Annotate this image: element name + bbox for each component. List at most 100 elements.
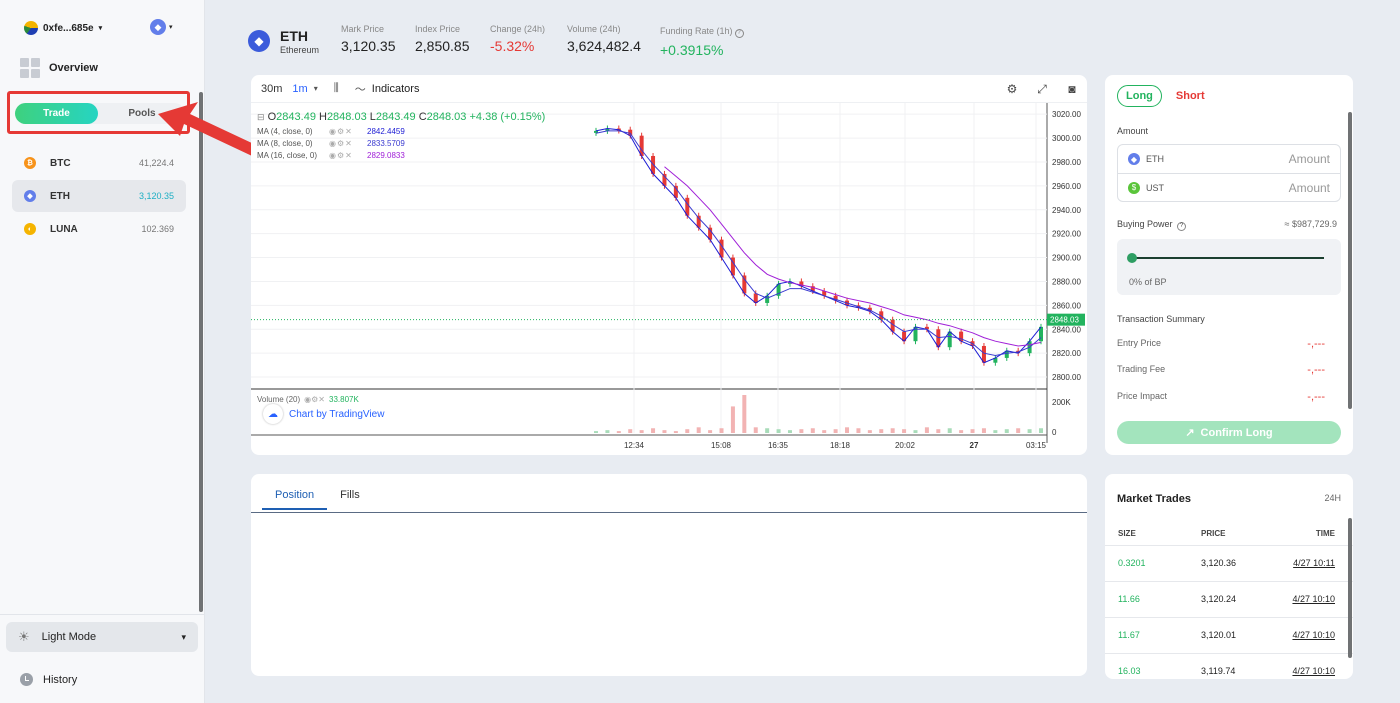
legend-buttons[interactable]: ◉⚙✕ [329,139,353,148]
trade-size: 11.66 [1118,594,1140,604]
chevron-down-icon[interactable]: ▾ [313,84,318,93]
chart-toolbar: 30m 1m ▾ ⫼ 〜 Indicators ⚙ ⤢ ◙ [251,75,1087,103]
coin-price: 102.369 [141,224,174,234]
candle-body [993,357,998,363]
volume-bar [753,427,758,433]
funding-rate-stat: Funding Rate (1h)? +0.3915% [660,26,744,58]
camera-icon[interactable]: ◙ [1068,82,1076,96]
candle-body [696,215,701,228]
fullscreen-icon[interactable]: ⤢ [1037,81,1047,96]
collapse-icon[interactable]: ⊟ [257,112,265,122]
trade-time[interactable]: 4/27 10:10 [1292,630,1335,640]
volume-bar [662,430,667,433]
trade-price: 3,120.36 [1201,558,1237,568]
legend-buttons[interactable]: ◉⚙✕ [304,395,325,404]
slider-track[interactable] [1127,253,1324,263]
volume-bar [993,430,998,433]
price-chart[interactable]: 3020.00 3000.00 2980.00 2960.00 2940.00 2920.… [251,103,1087,455]
sidebar-scrollbar[interactable] [199,92,203,612]
volume-bar [696,427,701,433]
dollar-icon: $ [1128,181,1140,194]
ma-label: MA (8, close, 0) [257,139,313,148]
timeframe-30m[interactable]: 30m [261,82,283,95]
help-icon[interactable]: ? [1177,222,1187,231]
sidebar-item-eth[interactable]: ◆ ETH 3,120.35 [12,180,186,212]
summary-label: Transaction Summary [1117,314,1205,324]
coin-symbol: LUNA [50,223,78,235]
coin-symbol: ETH [50,190,70,202]
help-icon[interactable]: ? [734,29,744,38]
volume-bar [594,431,598,433]
ohlc-change: +4.38 (+0.15%) [469,111,546,123]
legend-buttons[interactable]: ◉⚙✕ [329,151,353,160]
volume-legend: Volume (20) ◉⚙✕ 33.807K [257,395,359,404]
last-price-label: 2848.03 [1050,316,1079,325]
x-tick-label: 27 [970,441,979,450]
theme-selector[interactable]: ☀ Light Mode ▾ [6,622,198,652]
timeframe-1m[interactable]: 1m [292,82,308,95]
volume-bar [1004,429,1009,433]
token-label: ETH [1146,154,1164,164]
stat-label: Mark Price [341,24,385,34]
trade-time[interactable]: 4/27 10:11 [1293,558,1335,568]
candle-body [765,295,770,303]
volume-bar [719,428,724,433]
ethereum-icon: ◆ [150,19,166,35]
buying-power-label: Buying Power ? [1117,219,1187,231]
sidebar-item-btc[interactable]: ₿ BTC 41,224.4 [12,147,186,179]
trades-scrollbar[interactable] [1348,518,1352,658]
wallet-button[interactable]: 0xfe...685e ▾ [24,21,102,35]
volume-bar [799,429,804,433]
trade-row: 11.66 3,120.24 4/27 10:10 [1105,581,1353,617]
slider-handle[interactable] [1127,253,1137,263]
eth-amount-field[interactable]: ◆ ETH Amount [1118,145,1340,173]
sun-icon: ☀ [18,629,30,644]
volume-bar [742,395,747,433]
ohlc-open: 2843.49 [276,111,316,123]
chevron-down-icon: ▾ [169,24,173,31]
tab-fills[interactable]: Fills [340,489,360,501]
short-button[interactable]: Short [1175,90,1205,102]
network-selector[interactable]: ◆ ▾ [150,19,173,35]
legend-buttons[interactable]: ◉⚙✕ [329,127,353,136]
divider [251,512,1087,513]
volume-bar [913,430,918,433]
indicators-button[interactable]: 〜 Indicators [355,81,420,97]
ethereum-icon: ◆ [1128,153,1140,165]
col-price: PRICE [1201,529,1226,538]
trade-time[interactable]: 4/27 10:10 [1292,594,1335,604]
luna-icon: ◐ [24,223,36,235]
trade-size: 16.03 [1118,666,1141,676]
trade-time[interactable]: 4/27 10:10 [1292,666,1335,676]
positions-tabs: Position Fills [262,486,373,510]
ma-line [664,166,1042,347]
pools-tab[interactable]: Pools [128,108,156,119]
nav-history[interactable]: History [20,673,77,686]
trade-row: 11.67 3,120.01 4/27 10:10 [1105,617,1353,653]
y-tick-label: 2980.00 [1052,158,1081,167]
tab-position[interactable]: Position [262,486,328,510]
volume-bar [810,428,815,433]
x-tick-label: 15:08 [711,441,732,450]
long-button[interactable]: Long [1117,85,1162,107]
trade-price: 3,120.24 [1201,594,1237,604]
order-scrollbar[interactable] [1348,112,1352,409]
confirm-long-button[interactable]: ↗ Confirm Long [1117,421,1341,444]
sidebar-item-luna[interactable]: ◐ LUNA 102.369 [12,213,186,245]
candle-body [867,307,872,312]
chart-panel: 30m 1m ▾ ⫼ 〜 Indicators ⚙ ⤢ ◙ 3020.00 300… [251,75,1087,455]
volume-bar [845,427,850,433]
tradingview-link[interactable]: ☁ Chart by TradingView [263,404,384,424]
buying-power-text: Buying Power [1117,219,1173,229]
nav-overview[interactable]: Overview [20,58,98,78]
amount-box: ◆ ETH Amount $ UST Amount [1117,144,1341,202]
volume-tick-label: 200K [1052,398,1071,407]
candles-icon[interactable]: ⫼ [333,82,339,94]
confirm-label: Confirm Long [1200,426,1273,439]
trade-tab[interactable]: Trade [15,103,98,124]
coin-price: 3,120.35 [138,191,174,201]
ohlc-close: 2848.03 [426,111,467,123]
ust-amount-field[interactable]: $ UST Amount [1118,173,1340,201]
candle-body [902,331,907,342]
gear-icon[interactable]: ⚙ [1006,82,1018,96]
